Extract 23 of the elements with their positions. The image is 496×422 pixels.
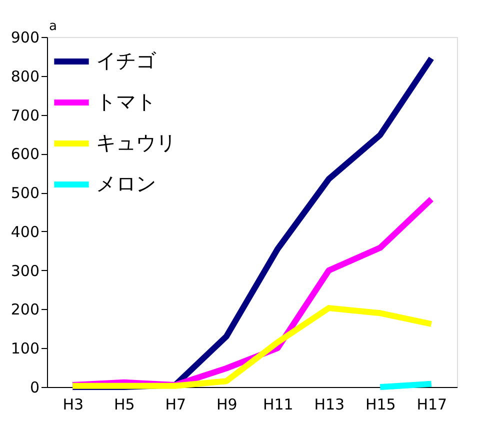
x-tick-label: H15 xyxy=(365,396,396,414)
y-tick-label: 300 xyxy=(10,262,40,280)
legend-label: イチゴ xyxy=(96,48,157,72)
y-tick-label: 400 xyxy=(10,222,40,241)
x-tick-label: H9 xyxy=(216,396,238,414)
text: a xyxy=(49,19,57,34)
y-tick-label: 500 xyxy=(10,184,40,202)
y-tick-label: 100 xyxy=(10,340,40,358)
x-tick-label: H11 xyxy=(262,396,294,414)
y-tick-label: 900 xyxy=(10,28,40,46)
x-tick-label: H5 xyxy=(114,396,135,414)
legend-label: トマト xyxy=(96,90,156,114)
legend-label: キュウリ xyxy=(96,130,176,154)
x-tick-label: H3 xyxy=(62,396,84,414)
y-tick-label: 600 xyxy=(10,145,40,164)
y-tick-label: 0 xyxy=(30,378,40,396)
y-tick-label: 800 xyxy=(10,67,40,86)
x-tick-label: H7 xyxy=(165,396,186,414)
y-tick-label: 700 xyxy=(10,106,40,124)
y-tick-label: 200 xyxy=(10,300,40,319)
legend-label: メロン xyxy=(96,172,156,196)
x-tick-label: H17 xyxy=(416,396,448,414)
x-tick-label: H13 xyxy=(314,396,345,414)
